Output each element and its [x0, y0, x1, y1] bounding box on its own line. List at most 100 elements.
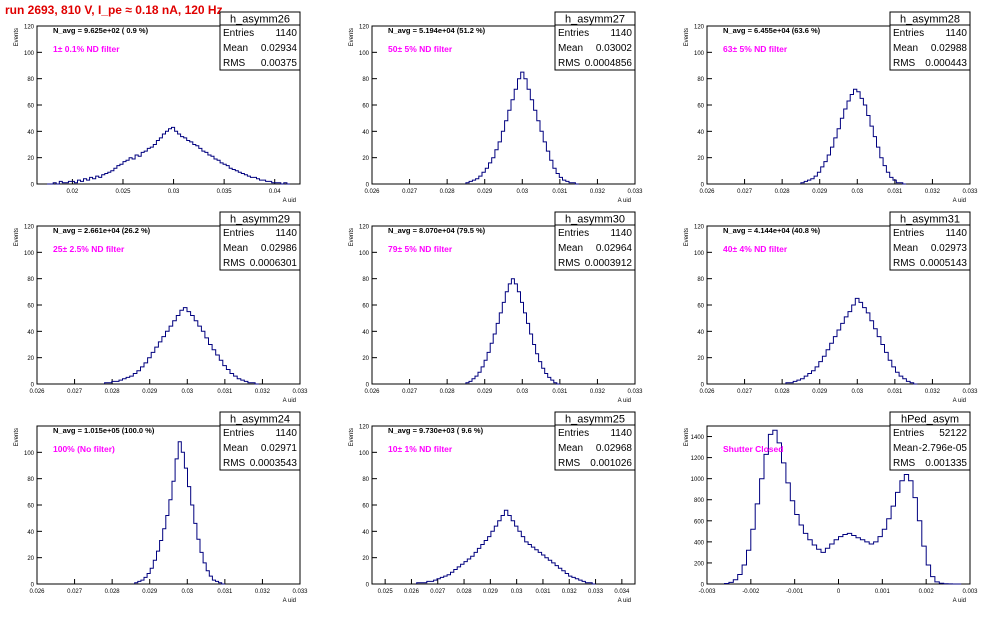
stat-rms-value: 0.0005143 — [920, 258, 968, 269]
y-tick-label: 40 — [27, 530, 34, 536]
stats-box — [889, 11, 971, 71]
stat-entries-value: 1140 — [275, 28, 297, 39]
y-tick-label: 20 — [362, 156, 369, 162]
stat-entries-label: Entries — [893, 228, 924, 239]
y-tick-label: 80 — [697, 277, 704, 283]
stat-entries-label: Entries — [223, 228, 254, 239]
histogram-line — [724, 429, 962, 585]
y-tick-label: 120 — [694, 25, 705, 31]
x-tick-label: 0.03 — [851, 389, 863, 395]
x-tick-label: 0.03 — [181, 389, 193, 395]
stat-entries-label: Entries — [558, 428, 589, 439]
x-tick-label: 0.031 — [887, 189, 903, 195]
x-tick-label: 0.032 — [255, 389, 271, 395]
y-tick-label: 20 — [27, 156, 34, 162]
x-tick-label: 0.02 — [67, 189, 79, 195]
y-tick-label: 1000 — [691, 477, 705, 483]
stat-mean-value: 0.02934 — [261, 43, 298, 54]
y-tick-label: 120 — [694, 225, 705, 231]
stat-entries-label: Entries — [893, 28, 924, 39]
stats-box — [219, 11, 301, 71]
y-tick-label: 60 — [27, 504, 34, 510]
y-axis-title: Events — [684, 228, 690, 246]
y-tick-label: 20 — [362, 556, 369, 562]
x-tick-label: 0.033 — [627, 189, 643, 195]
run-title: run 2693, 810 V, I_pe ≈ 0.18 nA, 120 Hz — [5, 3, 223, 17]
x-tick-label: 0.025 — [115, 189, 131, 195]
y-axis-title: Events — [684, 28, 690, 46]
stat-rms-label: RMS — [223, 58, 246, 69]
stat-entries-value: 1140 — [275, 428, 297, 439]
y-tick-label: 100 — [359, 51, 370, 57]
stat-rms-label: RMS — [223, 458, 246, 469]
stat-entries-label: Entries — [893, 428, 924, 439]
n-avg-label: N_avg = 2.661e+04 (26.2 %) — [53, 226, 151, 235]
stat-mean-value: 0.02973 — [931, 243, 968, 254]
stat-mean-value: 0.02971 — [261, 443, 298, 454]
y-tick-label: 100 — [694, 51, 705, 57]
stat-rms-label: RMS — [893, 258, 916, 269]
y-tick-label: 0 — [31, 383, 35, 389]
y-tick-label: 120 — [359, 225, 370, 231]
y-tick-label: 60 — [697, 304, 704, 310]
x-axis-title: A uid — [953, 398, 966, 404]
y-tick-label: 0 — [31, 183, 35, 189]
stat-entries-value: 1140 — [945, 28, 967, 39]
n-avg-label: N_avg = 1.015e+05 (100.0 %) — [53, 426, 155, 435]
stats-box — [554, 411, 636, 471]
y-axis-title: Events — [684, 428, 690, 446]
stats-box — [554, 11, 636, 71]
x-tick-label: 0.031 — [217, 389, 233, 395]
y-tick-label: 1400 — [691, 435, 705, 441]
y-tick-label: 40 — [362, 330, 369, 336]
x-tick-label: 0.002 — [919, 589, 935, 595]
stats-box — [554, 211, 636, 271]
y-tick-label: 40 — [697, 330, 704, 336]
y-tick-label: 120 — [359, 425, 370, 431]
y-tick-label: 80 — [27, 477, 34, 483]
histogram-line — [800, 88, 907, 185]
histogram-name: hPed_asym — [901, 414, 959, 426]
x-tick-label: 0.027 — [402, 189, 418, 195]
y-tick-label: 120 — [24, 25, 35, 31]
x-tick-label: 0.028 — [775, 189, 791, 195]
stat-mean-label: Mean — [223, 243, 248, 254]
x-tick-label: -0.001 — [786, 589, 804, 595]
x-tick-label: 0.032 — [562, 589, 578, 595]
stat-rms-value: 0.001335 — [925, 458, 967, 469]
x-tick-label: 0.029 — [812, 189, 828, 195]
y-tick-label: 100 — [694, 251, 705, 257]
y-tick-label: 40 — [697, 130, 704, 136]
stat-entries-label: Entries — [223, 428, 254, 439]
stat-mean-value: 0.03002 — [596, 43, 633, 54]
histogram-name: h_asymm24 — [230, 414, 290, 426]
histogram-pad: 0 20 40 60 80 100 120 0.026 0.027 0.028 0.029 0.03 0… — [14, 211, 308, 404]
y-tick-label: 20 — [362, 356, 369, 362]
stat-mean-label: Mean — [223, 43, 248, 54]
stat-entries-value: 1140 — [275, 228, 297, 239]
n-avg-label: N_avg = 8.070e+04 (79.5 %) — [388, 226, 486, 235]
y-tick-label: 20 — [697, 356, 704, 362]
x-tick-label: 0.031 — [535, 589, 551, 595]
y-tick-label: 0 — [701, 183, 705, 189]
stat-mean-value: 0.02986 — [261, 243, 298, 254]
n-avg-label: N_avg = 9.730e+03 ( 9.6 %) — [388, 426, 484, 435]
x-tick-label: 0.027 — [737, 189, 753, 195]
x-tick-label: 0.027 — [402, 389, 418, 395]
filter-label: Shutter Closed — [723, 444, 783, 454]
y-tick-label: 120 — [24, 225, 35, 231]
histogram-line — [104, 307, 259, 385]
stat-mean-label: Mean — [223, 443, 248, 454]
x-tick-label: 0.029 — [483, 589, 499, 595]
y-tick-label: 80 — [27, 277, 34, 283]
y-tick-label: 40 — [27, 130, 34, 136]
y-axis-title: Events — [14, 28, 20, 46]
y-tick-label: 40 — [362, 130, 369, 136]
histogram-line — [785, 297, 918, 385]
x-axis-title: A uid — [283, 598, 296, 604]
x-tick-label: 0.032 — [925, 389, 941, 395]
stat-rms-label: RMS — [558, 258, 581, 269]
x-tick-label: -0.003 — [698, 589, 716, 595]
x-tick-label: 0.032 — [590, 189, 606, 195]
x-tick-label: 0.031 — [217, 589, 233, 595]
